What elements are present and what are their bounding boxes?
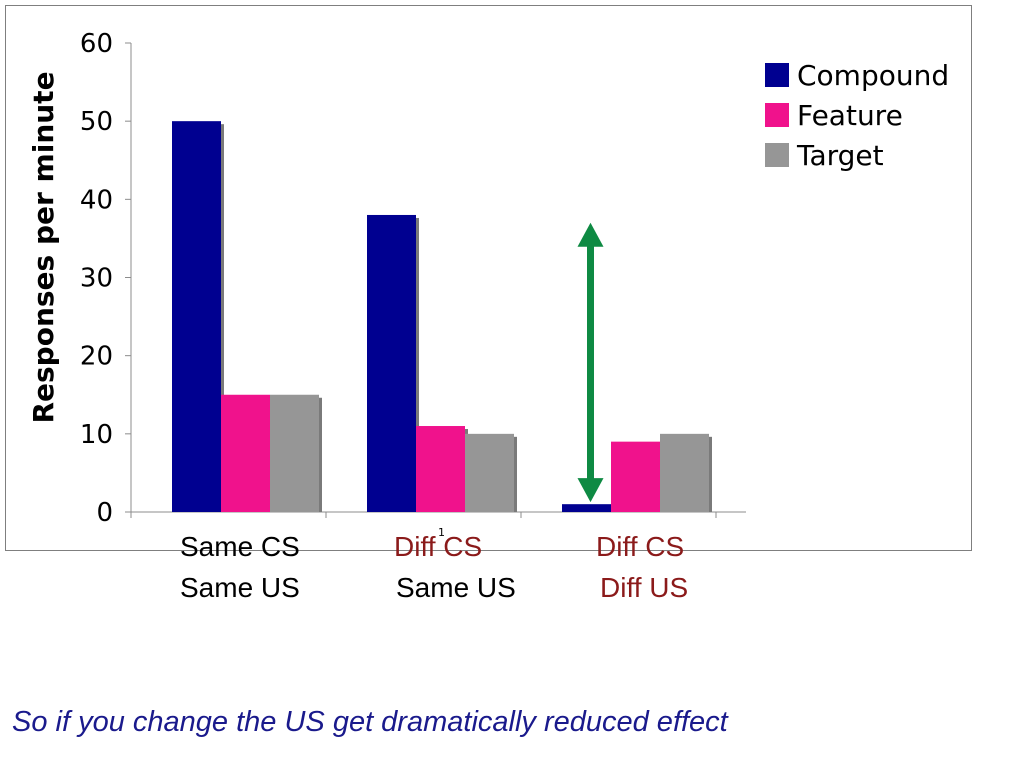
arrow-head-down xyxy=(577,478,604,503)
bar-compound xyxy=(172,121,221,513)
category-label-line2: Diff US xyxy=(600,572,689,603)
footer-note: So if you change the US get dramatically… xyxy=(12,706,728,738)
bar-compound xyxy=(562,504,611,512)
page-number: 1 xyxy=(438,526,445,539)
legend-swatch-target xyxy=(765,143,789,167)
y-tick-label: 50 xyxy=(80,107,113,137)
legend-label-target: Target xyxy=(796,139,884,172)
bar-feature xyxy=(221,394,270,512)
category-label-line2: Same US xyxy=(180,572,300,603)
arrow-head-up xyxy=(577,222,604,247)
category-label-line2: Same US xyxy=(396,572,516,603)
bar-target xyxy=(660,433,709,512)
category-label-line1: Diff CS xyxy=(596,531,685,562)
chart-frame: 0 10 20 30 40 50 60 Responses per minute Compoun… xyxy=(5,5,972,551)
bar-compound xyxy=(367,214,416,512)
legend-label-feature: Feature xyxy=(797,99,903,132)
y-tick-label: 0 xyxy=(96,498,113,528)
legend-swatch-compound xyxy=(765,63,789,87)
category-label-line1: Diff CS xyxy=(394,531,483,562)
bar-chart: 0 10 20 30 40 50 60 Responses per minute Compoun… xyxy=(27,29,949,539)
y-tick-label: 30 xyxy=(80,264,113,294)
y-tick-label: 20 xyxy=(80,342,113,372)
category-label-line1: Same CS xyxy=(180,531,300,562)
bar-target xyxy=(270,394,319,512)
bar-target xyxy=(465,433,514,512)
y-axis-title: Responses per minute xyxy=(27,71,60,423)
legend-label-compound: Compound xyxy=(797,59,949,92)
bar-feature xyxy=(611,441,660,512)
y-tick-label: 10 xyxy=(80,420,113,450)
y-tick-label: 40 xyxy=(80,185,113,215)
bar-feature xyxy=(416,426,465,512)
y-tick-label: 60 xyxy=(80,29,113,59)
legend-swatch-feature xyxy=(765,103,789,127)
